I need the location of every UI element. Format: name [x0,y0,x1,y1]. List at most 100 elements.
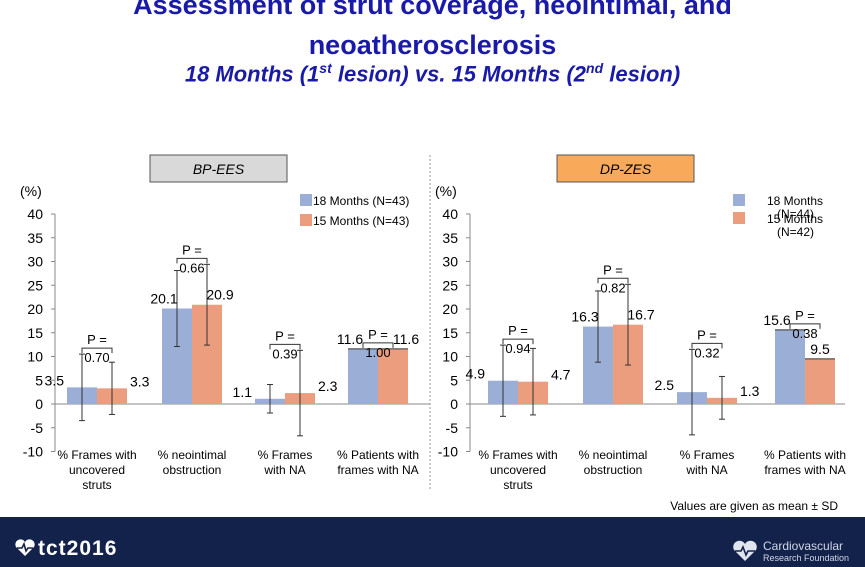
bp-bar-15m [378,348,408,404]
dp-y-tick-label: 25 [442,277,458,293]
crf-heart-icon [733,540,757,561]
dp-p-bracket [789,323,821,329]
bp-p-value: 0.39 [272,346,297,361]
subtitle-part-c: lesion) [603,61,681,87]
dp-category-label: % Frames [680,448,735,462]
bp-value-label: 11.6 [337,331,363,347]
dp-y-tick-label: 30 [442,254,458,270]
dp-category-label: frames with NA [764,463,845,477]
dp-p-bracket [597,277,629,284]
dp-value-label: 2.5 [655,377,675,393]
dp-y-tick-label: 10 [442,349,458,365]
crf-logo-line1: Cardiovascular [763,539,844,553]
tct-logo: tct2016 [14,537,117,561]
dp-category-label: % Patients with [764,448,846,462]
dp-legend-n-2: (N=42) [777,225,814,239]
dp-value-label: 4.9 [466,366,486,382]
dp-category-label: uncovered [490,463,546,477]
bp-y-tick-label: -5 [31,420,44,436]
bp-y-tick-label: -10 [23,444,43,460]
tct-logo-text: tct2016 [38,537,118,560]
dp-p-label: P = [603,262,623,277]
bp-title-box [149,154,288,183]
bp-p-label: P = [275,328,295,343]
bp-value-label: 11.6 [393,331,419,347]
bp-legend-swatch-1 [300,194,312,206]
dp-value-label: 16.7 [627,307,654,323]
dp-legend-swatch-1 [733,194,745,206]
dp-legend-label-2: 15 Months [767,212,823,226]
bp-p-bracket [81,347,113,354]
dp-category-label: struts [503,478,532,492]
bp-legend-label-1: 18 Months (N=43) [313,194,409,208]
bp-category-label: with NA [263,463,305,477]
crf-logo: Cardiovascular Research Foundation [733,540,849,564]
slide-title-line2: neoatherosclerosis [308,30,557,60]
subtitle-part-a: 18 Months (1 [184,61,320,87]
dp-p-value: 0.94 [505,341,530,356]
dp-legend-n-1: (N=44) [777,207,814,221]
bp-category-label: obstruction [163,463,222,477]
dp-value-label: 4.7 [551,367,571,383]
slide-title-line1: Assessment of strut coverage, neointimal… [133,0,732,20]
bp-y-tick-label: 30 [27,254,43,270]
bp-value-label: 2.3 [318,378,338,394]
bp-y-tick-label: 25 [27,277,43,293]
subtitle-sup-1: st [319,60,332,76]
bp-legend-label-2: 15 Months (N=43) [313,214,409,228]
dp-p-bracket [502,338,534,345]
bp-value-label: 20.1 [150,291,177,307]
dp-category-label: obstruction [584,463,643,477]
bp-p-label: P = [182,242,202,257]
bp-legend-swatch-2 [300,214,312,226]
bp-p-bracket [176,257,208,264]
dp-y-tick-label: -10 [438,444,458,460]
bp-p-bracket [362,342,394,348]
dp-y-tick-label: 40 [442,206,458,222]
bp-value-label: 3.3 [130,373,150,389]
dp-p-label: P = [697,327,717,342]
bp-category-label: % Frames with [57,448,136,462]
bp-y-tick-label: 10 [27,349,43,365]
crf-logo-line2: Research Foundation [763,553,850,563]
bp-y-tick-label: 15 [27,325,43,341]
dp-category-label: with NA [685,463,727,477]
subtitle-sup-2: nd [586,60,604,76]
dp-p-label: P = [795,308,815,323]
dp-bar-15m [805,358,835,404]
dp-category-label: % neointimal [579,448,648,462]
footer-bar [0,517,865,567]
dp-chart-title: DP-ZES [600,161,652,177]
dp-y-tick-label: 35 [442,230,458,246]
dp-y-tick-label: 0 [450,396,458,412]
bp-y-tick-label: 20 [27,301,43,317]
dp-value-label: 15.6 [763,312,790,328]
dp-title-box [556,154,695,183]
bp-value-label: 3.5 [45,372,65,388]
dp-p-value: 0.32 [694,345,719,360]
dp-value-label: 16.3 [571,309,598,325]
bp-p-label: P = [368,327,388,342]
bp-category-label: % Frames [258,448,313,462]
dp-y-tick-label: 20 [442,301,458,317]
dp-y-tick-label: -5 [446,420,459,436]
dp-p-bracket [691,342,723,349]
bp-p-label: P = [87,332,107,347]
bp-category-label: % Patients with [337,448,419,462]
dp-y-tick-label: 5 [450,372,458,388]
charts-canvas: BP-EES (%) 40 35 30 25 20 15 10 5 0 -5 -10 18 Months … [20,154,846,513]
bp-p-value: 0.70 [84,350,109,365]
dp-y-axis-label: (%) [435,183,457,199]
footnote: Values are given as mean ± SD [670,499,838,513]
bp-value-label: 1.1 [233,384,253,400]
dp-legend-swatch-2 [733,212,745,224]
dp-p-value: 0.82 [600,280,625,295]
dp-value-label: 9.5 [810,341,830,357]
bp-p-value: 0.66 [179,260,204,275]
subtitle-part-b: lesion) vs. 15 Months (2 [331,61,587,87]
dp-legend-label-1: 18 Months [767,194,823,208]
bp-p-value: 1.00 [365,345,390,360]
bp-y-tick-label: 35 [27,230,43,246]
bp-y-axis-label: (%) [20,183,42,199]
bp-chart-title: BP-EES [193,161,245,177]
